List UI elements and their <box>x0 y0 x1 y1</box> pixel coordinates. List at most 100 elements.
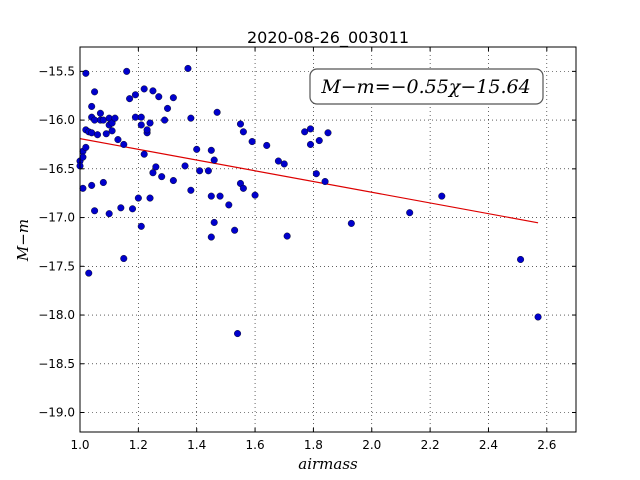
data-point <box>274 157 282 165</box>
data-point <box>517 255 525 263</box>
data-point <box>239 184 247 192</box>
data-point <box>88 129 96 137</box>
points-group <box>76 64 542 338</box>
data-point <box>187 186 195 194</box>
x-tick-label: 2.6 <box>537 438 556 452</box>
data-point <box>108 127 116 135</box>
data-point <box>225 201 233 209</box>
data-point <box>207 146 215 154</box>
data-point <box>129 205 137 213</box>
data-point <box>120 255 128 263</box>
x-tick-label: 2.2 <box>421 438 440 452</box>
data-point <box>324 129 332 137</box>
x-tick-label: 2.4 <box>479 438 498 452</box>
fit-line-group <box>79 138 539 224</box>
data-point <box>155 93 163 101</box>
data-point <box>102 130 110 138</box>
annotation-box: M−m=−0.55χ−15.64 <box>309 68 544 105</box>
data-point <box>406 209 414 217</box>
data-point <box>251 191 259 199</box>
y-tick-label: −15.5 <box>38 64 75 78</box>
data-point <box>82 143 90 151</box>
data-point <box>280 160 288 168</box>
data-point <box>347 219 355 227</box>
x-tick-label: 1.4 <box>187 438 206 452</box>
data-point <box>263 141 271 149</box>
plot-frame <box>79 46 577 433</box>
data-point <box>161 116 169 124</box>
data-point <box>134 194 142 202</box>
data-point <box>85 269 93 277</box>
data-point <box>88 181 96 189</box>
data-point <box>105 210 113 218</box>
data-point <box>137 222 145 230</box>
annotation-frame <box>309 68 544 105</box>
data-point <box>79 153 87 161</box>
data-point <box>207 233 215 241</box>
data-point <box>114 136 122 144</box>
data-point <box>164 104 172 112</box>
data-point <box>181 162 189 170</box>
x-tick-label: 1.0 <box>70 438 89 452</box>
data-point <box>248 138 256 146</box>
data-point <box>196 167 204 175</box>
data-point <box>82 69 90 77</box>
y-tick-label: −19.0 <box>38 406 75 420</box>
data-point <box>131 113 139 121</box>
data-point <box>438 192 446 200</box>
x-tick-label: 1.8 <box>304 438 323 452</box>
data-point <box>152 163 160 171</box>
data-point <box>187 114 195 122</box>
data-point <box>321 178 329 186</box>
data-point <box>315 137 323 145</box>
data-point <box>158 173 166 181</box>
data-point <box>231 226 239 234</box>
data-point <box>96 109 104 117</box>
data-point <box>137 113 145 121</box>
y-tick-label: −17.0 <box>38 211 75 225</box>
data-point <box>91 88 99 96</box>
data-point <box>131 91 139 99</box>
data-point <box>79 184 87 192</box>
data-point <box>117 204 125 212</box>
data-point <box>184 64 192 72</box>
data-point <box>126 95 134 103</box>
data-point <box>207 192 215 200</box>
data-point <box>312 170 320 178</box>
data-point <box>204 167 212 175</box>
data-point <box>140 85 148 93</box>
data-point <box>149 169 157 177</box>
y-axis-label: M−m <box>14 219 32 262</box>
data-point <box>169 94 177 102</box>
annotation-text: M−m=−0.55χ−15.64 <box>320 76 530 98</box>
x-tick-label: 2.0 <box>362 438 381 452</box>
data-point <box>88 102 96 110</box>
fit-line <box>79 138 539 224</box>
data-point <box>91 207 99 215</box>
data-point <box>301 128 309 136</box>
data-point <box>94 131 102 139</box>
data-point <box>123 67 131 75</box>
chart-title: 2020-08-26_003011 <box>247 28 409 48</box>
data-point <box>91 116 99 124</box>
data-point <box>99 116 107 124</box>
data-point <box>137 121 145 129</box>
data-point <box>140 150 148 158</box>
data-point <box>306 125 314 133</box>
data-point <box>213 108 221 116</box>
data-point <box>120 140 128 148</box>
y-tick-label: −18.0 <box>38 308 75 322</box>
y-tick-label: −18.5 <box>38 357 75 371</box>
data-point <box>239 128 247 136</box>
data-point <box>146 119 154 127</box>
x-axis-label: airmass <box>298 455 358 473</box>
data-point <box>193 145 201 153</box>
y-tick-label: −16.0 <box>38 113 75 127</box>
grid <box>79 47 576 432</box>
data-point <box>210 156 218 164</box>
data-point <box>210 218 218 226</box>
data-point <box>306 140 314 148</box>
data-point <box>149 87 157 95</box>
ticks: 1.0 1.2 1.4 1.6 1.8 2.0 2.2 2.4 2.6 −15.5 −16.0 −16… <box>38 47 576 452</box>
